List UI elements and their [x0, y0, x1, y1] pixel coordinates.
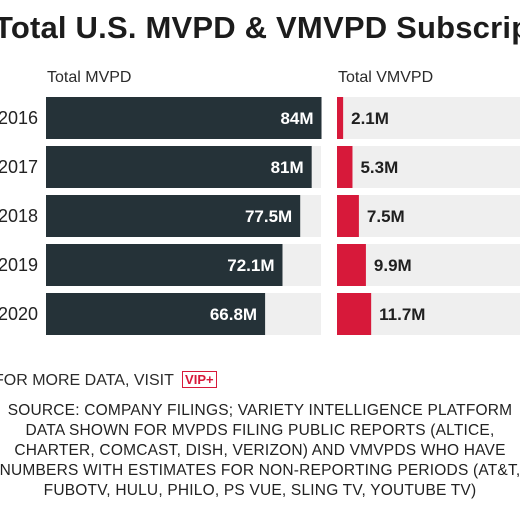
mvpd-value-label: 81M — [271, 158, 304, 177]
mvpd-value-label: 77.5M — [245, 207, 292, 226]
vmvpd-header: Total VMVPD — [338, 69, 433, 86]
source-line: FUBOTV, HULU, PHILO, PS VUE, SLING TV, Y… — [43, 482, 477, 499]
mvpd-value-label: 72.1M — [227, 256, 274, 275]
more-data-line: FOR MORE DATA, VISIT VIP+ — [0, 371, 217, 390]
source-lines: SOURCE: COMPANY FILINGS; VARIETY INTELLI… — [0, 401, 520, 501]
vip-plus-link[interactable]: VIP+ — [182, 371, 217, 388]
vmvpd-bar — [337, 97, 344, 139]
mvpd-value-label: 84M — [280, 109, 313, 128]
year-label: 2019 — [0, 255, 38, 275]
bar-track — [337, 244, 520, 286]
vmvpd-bar — [337, 195, 359, 237]
source-line: DATA SHOWN FOR MVPDS FILING PUBLIC REPOR… — [25, 422, 495, 439]
mvpd-bar — [46, 244, 283, 286]
chart-title: Total U.S. MVPD & VMVPD Subscriptions — [0, 10, 520, 45]
bar-chart: Total MVPD 84M 81M 77.5M 72.1M 66.8M Total VMV… — [0, 69, 520, 335]
vmvpd-bar — [337, 244, 366, 286]
source-line: SOURCE: COMPANY FILINGS; VARIETY INTELLI… — [7, 402, 513, 419]
year-label: 2020 — [0, 304, 38, 324]
mvpd-bar — [46, 97, 322, 139]
bar-track — [337, 97, 520, 139]
year-label: 2016 — [0, 108, 38, 128]
source-note: SOURCE: COMPANY FILINGS; VARIETY INTELLI… — [0, 401, 520, 516]
vmvpd-bar — [337, 146, 353, 188]
vmvpd-bar — [337, 293, 372, 335]
more-data-text: FOR MORE DATA, VISIT — [0, 372, 174, 389]
vmvpd-value-label: 11.7M — [379, 305, 425, 324]
year-label: 2017 — [0, 157, 38, 177]
mvpd-bar — [46, 146, 312, 188]
mvpd-header: Total MVPD — [47, 69, 131, 86]
source-line: CHARTER, COMCAST, DISH, VERIZON) AND VMV… — [14, 442, 506, 459]
source-line: NUMBERS WITH ESTIMATES FOR NON-REPORTING… — [0, 462, 520, 479]
vmvpd-value-label: 5.3M — [360, 158, 398, 177]
mvpd-bar — [46, 293, 266, 335]
year-label: 2018 — [0, 206, 38, 226]
vmvpd-value-label: 7.5M — [367, 207, 405, 226]
chart-title-wrap: Total U.S. MVPD & VMVPD Subscriptions — [0, 10, 520, 62]
vmvpd-value-label: 2.1M — [351, 109, 389, 128]
mvpd-bar — [46, 195, 301, 237]
mvpd-value-label: 66.8M — [210, 305, 257, 324]
bar-track — [337, 146, 520, 188]
bar-track — [337, 195, 520, 237]
vmvpd-value-label: 9.9M — [374, 256, 412, 275]
